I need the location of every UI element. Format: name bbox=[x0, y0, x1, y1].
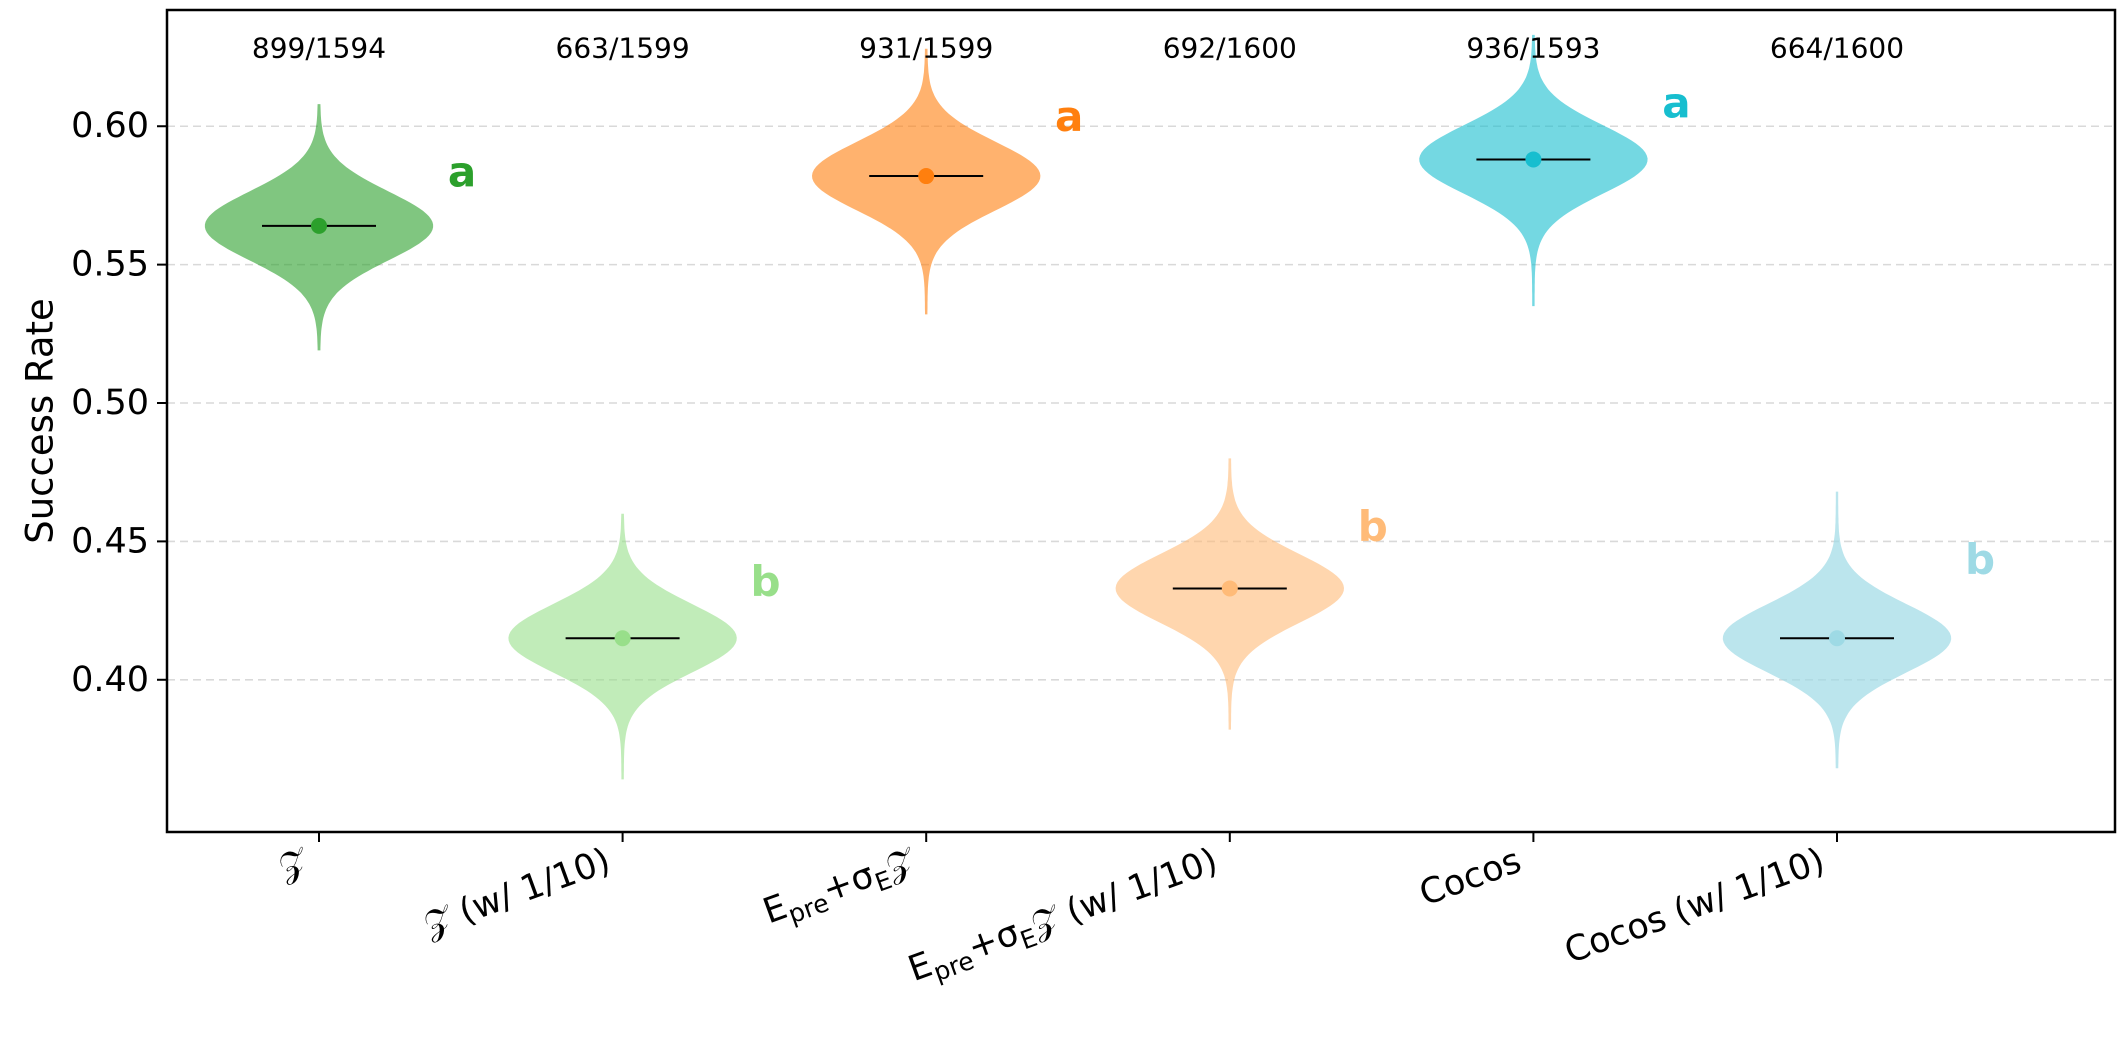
y-axis-title: Success Rate bbox=[19, 298, 62, 544]
count-label: 664/1600 bbox=[1770, 32, 1904, 65]
y-axis-ticks: 0.40 0.45 0.50 0.55 0.60 bbox=[71, 106, 167, 700]
x-tick-label-part: 𝒵 bbox=[273, 840, 314, 888]
x-tick-label: Cocos bbox=[1414, 841, 1526, 914]
mean-point bbox=[1829, 630, 1845, 647]
x-tick-label: Epre+σE𝒵 bbox=[758, 840, 923, 937]
x-tick-label-part: 𝒵 (w/ 1/10) bbox=[1026, 841, 1223, 945]
group-letter: a bbox=[448, 148, 476, 197]
violin-body bbox=[1419, 34, 1648, 307]
group-letter: b bbox=[1358, 502, 1388, 551]
mean-point bbox=[918, 168, 935, 185]
mean-point bbox=[614, 630, 631, 647]
violin-body bbox=[1722, 491, 1952, 769]
x-tick-label-part: 𝒵 (w/ 1/10) bbox=[419, 841, 616, 945]
count-label: 899/1594 bbox=[252, 32, 386, 65]
mean-point bbox=[1221, 580, 1238, 597]
plot-frame bbox=[165, 8, 2117, 834]
y-tick-label: 0.55 bbox=[71, 245, 149, 285]
x-tick-label: Epre+σE𝒵 (w/ 1/10) bbox=[903, 841, 1224, 995]
count-label: 663/1599 bbox=[556, 32, 690, 65]
y-tick-label: 0.45 bbox=[71, 521, 149, 561]
x-tick-label-part: Cocos (w/ 1/10) bbox=[1560, 841, 1831, 972]
mean-point bbox=[311, 217, 327, 234]
count-label: 931/1599 bbox=[859, 32, 993, 65]
group-letter: b bbox=[751, 557, 781, 606]
group-letter: a bbox=[1055, 92, 1083, 141]
violin-body bbox=[508, 513, 737, 780]
y-tick-label: 0.40 bbox=[71, 660, 149, 700]
violins: 899/1594 a 663/1599 b 931/1599 a 692/1600 b 936/… bbox=[204, 32, 1995, 780]
x-tick-label: Cocos (w/ 1/10) bbox=[1560, 841, 1831, 972]
count-label: 692/1600 bbox=[1163, 32, 1297, 65]
group-letter: a bbox=[1662, 78, 1690, 127]
x-tick-label: 𝒵 (w/ 1/10) bbox=[419, 841, 616, 945]
mean-point bbox=[1525, 151, 1542, 168]
group-letter: b bbox=[1965, 535, 1995, 584]
x-tick-label: 𝒵 bbox=[273, 840, 314, 888]
y-tick-label: 0.60 bbox=[71, 106, 149, 146]
count-label: 936/1593 bbox=[1466, 32, 1600, 65]
y-tick-label: 0.50 bbox=[71, 383, 149, 423]
x-tick-label-part: Cocos bbox=[1414, 841, 1526, 914]
